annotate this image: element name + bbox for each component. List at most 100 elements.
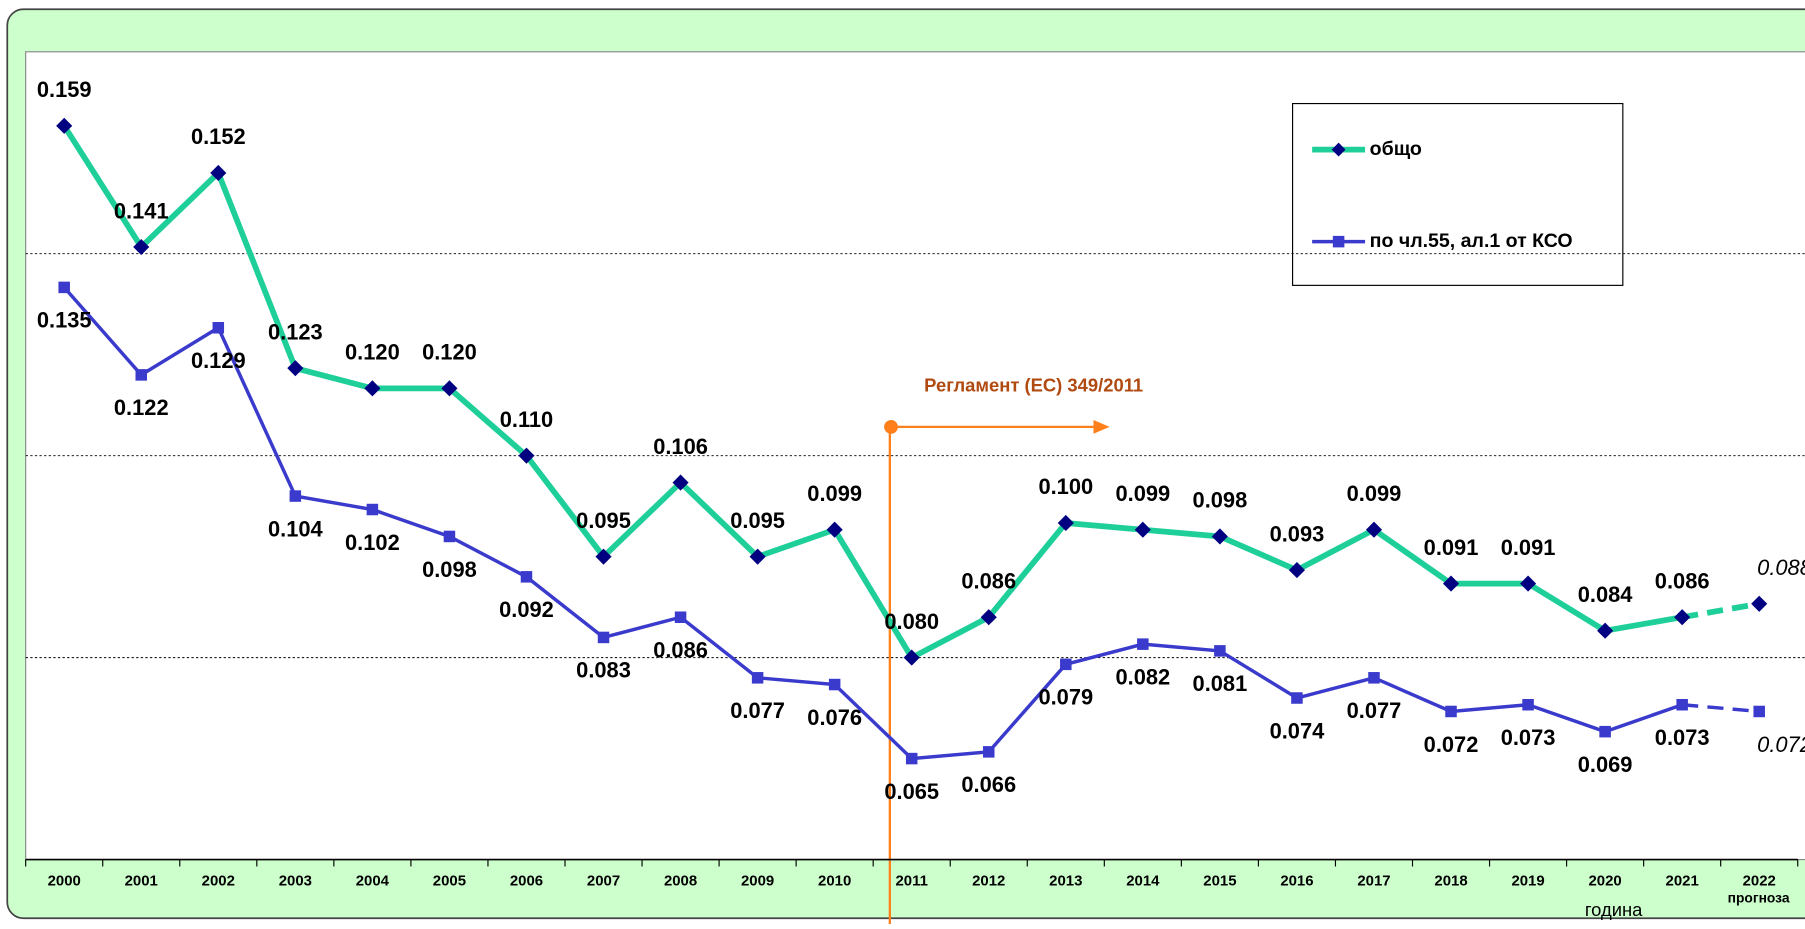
marker [441,380,458,397]
data-label: 0.122 [114,395,169,420]
data-label: 0.084 [1578,582,1634,607]
marker [366,503,379,516]
forecast-label: прогноза [1728,890,1790,905]
x-tick-label: 2016 [1280,872,1313,889]
marker [597,631,610,644]
data-label: 0.072 [1757,732,1805,757]
data-label: 0.123 [268,319,323,344]
marker [903,649,920,666]
marker [595,548,612,565]
marker [905,752,918,765]
marker [212,322,225,334]
marker [1137,638,1149,650]
x-tick-label: 2005 [433,872,466,889]
marker [135,369,148,381]
data-label: 0.095 [730,508,785,533]
data-label: 0.072 [1424,732,1479,757]
data-label: 0.110 [500,407,554,432]
marker [751,672,764,684]
marker [1674,609,1691,626]
data-label: 0.065 [884,779,939,804]
data-label: 0.099 [1347,481,1402,506]
x-tick-label: 2011 [896,872,928,889]
data-label: 0.091 [1424,535,1479,560]
data-label: 0.135 [37,308,92,333]
marker [1288,562,1305,579]
series-line [61,124,1683,662]
data-label: 0.099 [807,481,862,506]
marker [210,164,227,182]
marker [1597,622,1614,639]
data-label: 0.093 [1270,521,1325,546]
data-label: 0.159 [37,77,92,102]
data-label: 0.098 [422,557,477,582]
x-tick-label: 2009 [741,872,774,889]
legend-marker [1331,142,1346,157]
x-tick-label: 2021 [1666,872,1699,889]
data-label: 0.086 [1655,568,1710,593]
data-label: 0.141 [114,198,169,223]
x-tick-label: 2020 [1589,872,1622,889]
x-tick-label: 2001 [125,872,158,889]
data-label: 0.073 [1501,725,1556,750]
x-tick-label: 2002 [202,872,235,889]
marker [1751,595,1768,612]
series-line [1682,703,1760,714]
data-label: 0.088 [1757,555,1805,580]
x-tick-label: 2013 [1049,872,1082,889]
legend-label: по чл.55, ал.1 от КСО [1370,230,1573,252]
marker [1057,514,1074,532]
data-label: 0.129 [191,348,246,373]
data-label: 0.104 [268,516,324,541]
marker [1291,692,1303,704]
data-label: 0.077 [1347,698,1402,723]
data-label: 0.069 [1578,752,1633,777]
marker [749,548,766,565]
marker [364,380,381,397]
marker [1211,528,1228,545]
data-label: 0.083 [576,658,631,683]
marker [674,611,687,623]
marker [1368,672,1380,684]
x-tick-label: 2014 [1126,872,1160,889]
marker [980,609,997,626]
series-line [62,286,1683,761]
x-tick-label: 2007 [587,872,620,889]
marker [1753,705,1765,718]
x-axis-label: година [1585,899,1643,920]
data-label: 0.086 [961,568,1016,593]
marker [1445,705,1457,718]
marker [672,474,689,491]
data-label: 0.091 [1501,535,1556,560]
data-label: 0.080 [884,609,939,634]
data-label: 0.076 [807,705,862,730]
data-label: 0.102 [345,530,400,555]
marker [518,447,535,464]
marker [287,360,304,377]
x-tick-label: 2022 [1743,872,1776,889]
marker [1599,725,1611,738]
data-label: 0.100 [1038,474,1093,499]
marker [58,281,70,294]
x-tick-label: 2003 [279,872,312,889]
marker [1060,658,1072,671]
legend-label: общо [1370,138,1422,160]
x-tick-label: 2010 [818,872,851,889]
marker [1522,698,1534,711]
marker [289,490,302,502]
x-tick-label: 2004 [356,872,390,889]
data-label: 0.098 [1193,488,1248,513]
data-label: 0.086 [653,638,708,663]
x-tick-label: 2017 [1357,872,1390,889]
data-label: 0.099 [1115,481,1170,506]
x-tick-label: 2018 [1434,872,1467,889]
marker [520,571,533,583]
x-tick-label: 2019 [1511,872,1544,889]
data-label: 0.073 [1655,725,1710,750]
data-label: 0.120 [422,340,477,365]
marker [826,521,843,538]
data-label: 0.082 [1115,664,1170,689]
marker [1676,698,1688,711]
marker [1134,521,1151,538]
series-line [1681,600,1760,621]
